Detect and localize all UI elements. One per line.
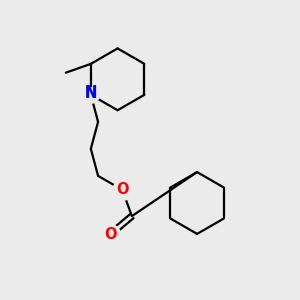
- Point: [108, 232, 113, 236]
- Point: [120, 188, 125, 192]
- Text: O: O: [116, 182, 129, 197]
- Point: [88, 92, 93, 97]
- Text: N: N: [85, 86, 97, 101]
- Text: O: O: [104, 226, 117, 242]
- Text: N: N: [85, 85, 97, 100]
